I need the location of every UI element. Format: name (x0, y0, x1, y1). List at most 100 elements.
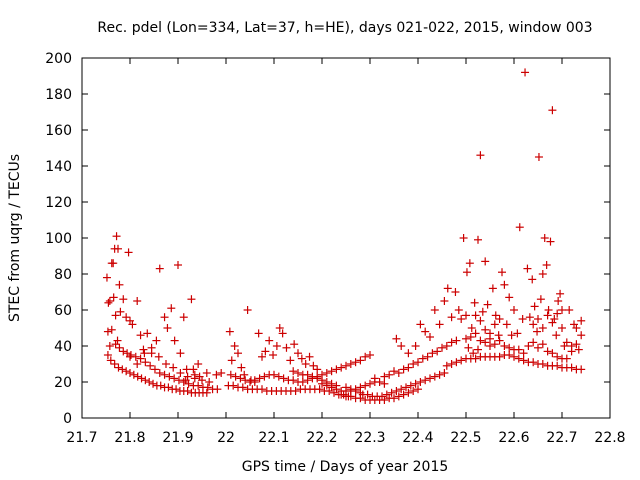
data-point (466, 333, 475, 341)
data-point (399, 390, 408, 399)
data-point (519, 356, 528, 365)
data-point (318, 379, 326, 388)
data-point (103, 351, 112, 359)
data-point (494, 331, 503, 340)
data-point (126, 369, 134, 377)
data-point (213, 385, 222, 394)
data-point (510, 306, 518, 314)
data-point (203, 383, 212, 392)
data-point (124, 248, 133, 257)
data-point (156, 381, 165, 390)
data-point (540, 234, 549, 242)
data-point (514, 354, 523, 363)
data-point (538, 324, 547, 332)
x-tick-label: 22.4 (402, 430, 433, 446)
data-point (282, 343, 291, 352)
data-point (426, 333, 434, 341)
data-point (176, 349, 185, 358)
data-point (361, 381, 370, 390)
data-point (481, 338, 490, 347)
data-point (404, 363, 413, 372)
data-point (181, 376, 190, 385)
x-tick-label: 22.8 (594, 430, 625, 446)
data-point (544, 306, 553, 314)
data-point (289, 367, 298, 376)
data-point (160, 313, 169, 322)
data-point (255, 374, 264, 383)
data-point (294, 349, 302, 358)
x-tick-label: 21.8 (114, 430, 145, 446)
data-point (411, 342, 420, 350)
data-point (286, 356, 295, 365)
y-tick-label: 140 (45, 159, 72, 175)
data-point (528, 275, 537, 284)
data-points (102, 68, 586, 404)
data-point (554, 297, 563, 305)
y-tick-label: 80 (54, 267, 72, 283)
data-point (129, 370, 138, 379)
data-point (523, 264, 532, 273)
data-point (469, 349, 478, 358)
data-point (567, 363, 576, 372)
data-point (518, 315, 527, 323)
data-point (115, 343, 124, 352)
data-point (394, 369, 403, 377)
data-point (387, 388, 396, 397)
data-point (165, 372, 174, 381)
data-point (250, 376, 259, 385)
data-point (195, 372, 204, 381)
data-point (390, 367, 398, 376)
data-point (194, 381, 203, 390)
data-point (498, 268, 506, 277)
data-point (542, 261, 551, 269)
data-point (107, 325, 116, 334)
data-point (111, 311, 120, 320)
data-point (562, 354, 571, 363)
data-point (172, 385, 181, 394)
data-point (558, 324, 566, 332)
data-point (202, 388, 211, 397)
data-point (411, 379, 420, 388)
data-point (577, 365, 586, 374)
data-point (275, 324, 284, 332)
data-point (474, 235, 482, 244)
data-point (217, 369, 226, 377)
data-point (421, 327, 430, 336)
data-point (462, 268, 471, 277)
data-point (106, 356, 115, 365)
data-point (279, 374, 288, 383)
data-point (126, 351, 135, 359)
data-point (397, 385, 406, 394)
data-point (525, 313, 534, 322)
data-point (133, 297, 142, 305)
data-point (105, 342, 114, 350)
data-point (442, 361, 451, 370)
data-point (169, 363, 178, 372)
y-axis-label: STEC from uqrg / TECUs (7, 154, 23, 322)
data-point (502, 320, 511, 329)
data-point (114, 244, 122, 253)
data-point (421, 376, 430, 385)
data-point (510, 352, 518, 361)
data-point (351, 358, 360, 367)
data-point (454, 306, 463, 314)
data-point (238, 383, 247, 392)
data-point (577, 331, 586, 340)
data-point (471, 311, 480, 320)
data-point (495, 336, 504, 345)
data-point (212, 370, 221, 379)
data-point (572, 340, 581, 349)
data-point (366, 379, 374, 388)
data-point (231, 372, 240, 381)
data-point (163, 324, 172, 332)
data-point (109, 259, 118, 268)
data-point (136, 331, 145, 340)
data-point (416, 378, 425, 386)
chart-title: Rec. pdel (Lon=334, Lat=37, h=HE), days … (97, 20, 592, 36)
data-point (246, 378, 254, 386)
y-tick-label: 100 (45, 231, 72, 247)
data-point (119, 295, 128, 304)
x-axis-label: GPS time / Days of year 2015 (242, 459, 449, 475)
data-point (141, 376, 150, 385)
data-point (346, 360, 355, 368)
